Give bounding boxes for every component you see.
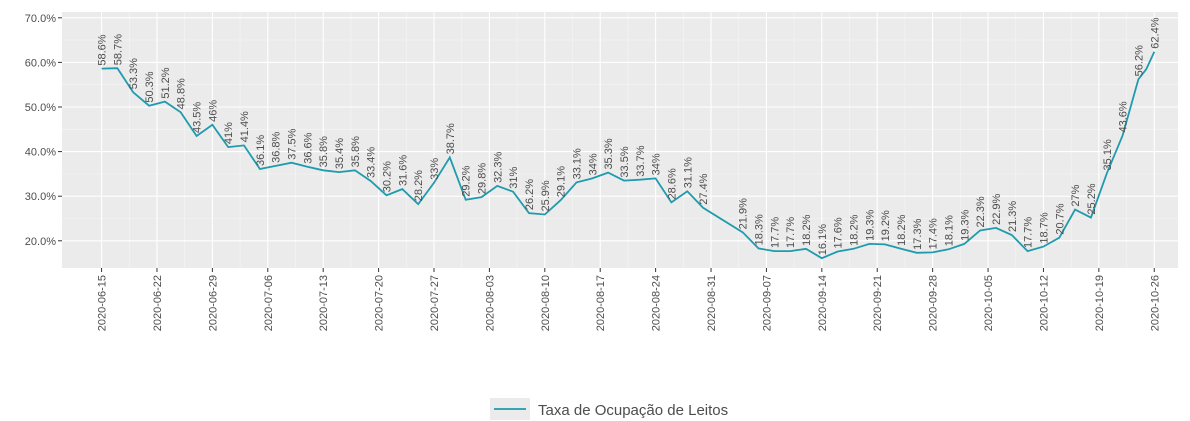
series-line xyxy=(101,51,1156,260)
data-label: 25.9% xyxy=(540,180,552,211)
data-label: 25.2% xyxy=(1086,183,1098,214)
data-label: 37.5% xyxy=(287,128,299,159)
data-label: 28.6% xyxy=(666,168,678,199)
data-label: 41.4% xyxy=(239,111,251,142)
x-tick-label: 2020-08-24 xyxy=(651,275,663,331)
data-label: 36.1% xyxy=(255,135,267,166)
data-label: 48.8% xyxy=(176,78,188,109)
x-tick-label: 2020-09-14 xyxy=(817,275,829,331)
data-label: 19.3% xyxy=(864,210,876,241)
x-tick-label: 2020-07-20 xyxy=(374,275,386,331)
data-label: 35.4% xyxy=(334,138,346,169)
data-label: 22.9% xyxy=(991,193,1003,224)
data-label: 18.2% xyxy=(801,214,813,245)
data-label: 36.8% xyxy=(271,131,283,162)
x-tick-label: 2020-06-29 xyxy=(207,275,219,331)
data-label: 18.2% xyxy=(896,214,908,245)
data-label: 22.3% xyxy=(975,196,987,227)
data-label: 27% xyxy=(1070,184,1082,206)
x-tick-label: 2020-09-21 xyxy=(872,275,884,331)
x-tick-label: 2020-06-22 xyxy=(152,275,164,331)
x-tick-label: 2020-07-13 xyxy=(318,275,330,331)
x-tick-label: 2020-10-05 xyxy=(983,275,995,331)
x-tick-label: 2020-10-26 xyxy=(1149,275,1161,331)
data-label: 28.2% xyxy=(413,170,425,201)
x-tick-label: 2020-08-03 xyxy=(484,275,496,331)
data-label: 29.2% xyxy=(461,165,473,196)
data-label: 51.2% xyxy=(160,67,172,98)
data-label: 18.2% xyxy=(848,214,860,245)
data-label: 17.6% xyxy=(833,217,845,248)
data-label: 30.2% xyxy=(382,161,394,192)
data-label: 36.6% xyxy=(302,132,314,163)
data-label: 21.9% xyxy=(738,198,750,229)
data-label: 38.7% xyxy=(445,123,457,154)
y-tick-label: 20.0% xyxy=(25,236,56,248)
data-label: 31.1% xyxy=(682,157,694,188)
data-label: 58.6% xyxy=(97,34,109,65)
legend: Taxa de Ocupação de Leitos xyxy=(490,398,728,420)
data-label: 58.7% xyxy=(112,34,124,65)
data-label: 35.8% xyxy=(350,136,362,167)
x-tick-label: 2020-08-17 xyxy=(595,275,607,331)
data-label: 19.2% xyxy=(880,210,892,241)
y-tick-label: 30.0% xyxy=(25,191,56,203)
legend-label: Taxa de Ocupação de Leitos xyxy=(538,402,728,419)
data-label: 46% xyxy=(207,100,219,122)
data-label: 32.3% xyxy=(492,152,504,183)
data-label: 33.4% xyxy=(366,147,378,178)
data-label: 18.3% xyxy=(754,214,766,245)
data-label: 56.2% xyxy=(1133,45,1145,76)
data-label: 16.1% xyxy=(817,224,829,255)
data-label: 27.4% xyxy=(698,173,710,204)
y-tick-label: 70.0% xyxy=(25,13,56,25)
y-tick-label: 60.0% xyxy=(25,57,56,69)
data-label: 41% xyxy=(223,122,235,144)
x-tick-label: 2020-07-06 xyxy=(263,275,275,331)
data-label: 29.8% xyxy=(476,163,488,194)
data-label: 17.7% xyxy=(785,217,797,248)
data-label: 43.6% xyxy=(1118,101,1130,132)
data-label: 17.3% xyxy=(912,218,924,249)
data-label: 34% xyxy=(587,153,599,175)
y-tick-label: 40.0% xyxy=(25,147,56,159)
data-label: 35.8% xyxy=(318,136,330,167)
data-label: 18.7% xyxy=(1038,212,1050,243)
x-tick-label: 2020-09-07 xyxy=(761,275,773,331)
data-label: 35.1% xyxy=(1102,139,1114,170)
x-tick-label: 2020-07-27 xyxy=(429,275,441,331)
data-label: 18.1% xyxy=(943,215,955,246)
x-tick-label: 2020-09-28 xyxy=(928,275,940,331)
x-tick-label: 2020-10-12 xyxy=(1038,275,1050,331)
y-tick-label: 50.0% xyxy=(25,102,56,114)
x-tick-label: 2020-06-15 xyxy=(97,275,109,331)
data-label: 35.3% xyxy=(603,138,615,169)
data-label: 33% xyxy=(429,158,441,180)
x-tick-label: 2020-08-31 xyxy=(706,275,718,331)
panel xyxy=(62,12,1178,268)
data-label: 62.4% xyxy=(1149,17,1161,48)
data-label: 17.7% xyxy=(769,217,781,248)
data-label: 31% xyxy=(508,166,520,188)
data-label: 34% xyxy=(651,153,663,175)
data-label: 17.7% xyxy=(1023,217,1035,248)
data-label: 31.6% xyxy=(397,155,409,186)
data-label: 33.5% xyxy=(619,146,631,177)
data-label: 19.3% xyxy=(959,210,971,241)
data-label: 29.1% xyxy=(556,166,568,197)
data-label: 43.5% xyxy=(192,102,204,133)
data-label: 33.1% xyxy=(571,148,583,179)
data-label: 50.3% xyxy=(144,71,156,102)
data-label: 20.7% xyxy=(1054,203,1066,234)
data-label: 21.3% xyxy=(1007,201,1019,232)
data-label: 33.7% xyxy=(635,145,647,176)
x-tick-label: 2020-08-10 xyxy=(540,275,552,331)
data-label: 53.3% xyxy=(128,58,140,89)
x-tick-label: 2020-10-19 xyxy=(1094,275,1106,331)
data-label: 26.2% xyxy=(524,179,536,210)
data-label: 17.4% xyxy=(928,218,940,249)
